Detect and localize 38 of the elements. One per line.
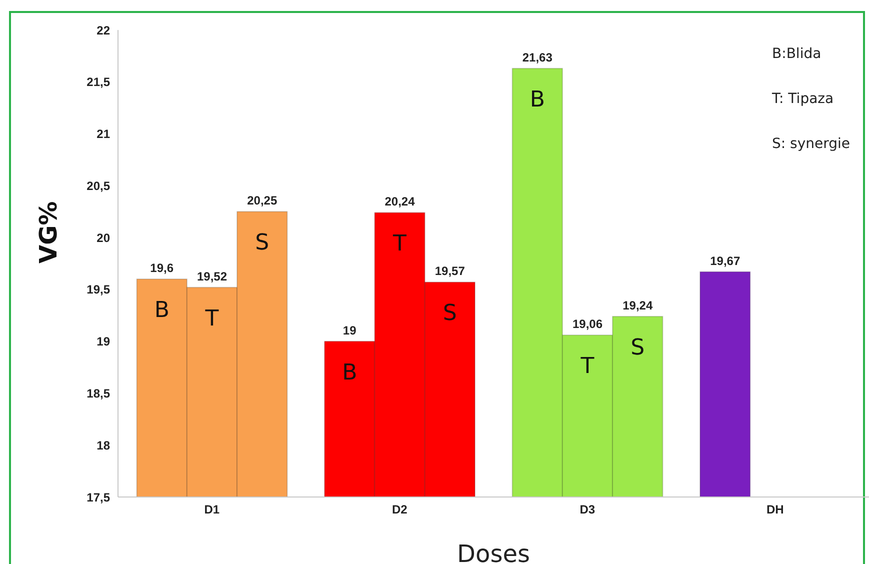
y-tick-label: 22 [96, 23, 110, 38]
series-label: S [255, 230, 270, 256]
annotation: T: Tipaza [772, 91, 834, 107]
data-label: 19,52 [196, 269, 228, 284]
data-label: 19,67 [710, 254, 740, 268]
text: T [580, 354, 594, 380]
data-label: 19,24 [622, 298, 653, 312]
y-tick-label: 18,5 [86, 386, 110, 400]
annotation: S: synergie [772, 136, 850, 152]
text: B [342, 360, 358, 386]
text: T [205, 306, 219, 332]
y-tick-label: 17,5 [86, 490, 110, 504]
text: S [630, 335, 645, 360]
data-label: 20,24 [384, 194, 416, 209]
y-tick-label: 21 [96, 127, 110, 142]
annotation: B:Blida [772, 46, 822, 62]
data-label: 19,57 [434, 264, 466, 278]
data-label: 21,63 [522, 50, 553, 64]
y-tick-label: 21,5 [86, 75, 110, 90]
series-label: T [392, 232, 408, 257]
x-tick-label: DH [766, 502, 784, 517]
text: S [442, 301, 457, 326]
x-axis-title: Doses [457, 540, 530, 564]
y-tick-label: 18 [96, 438, 110, 452]
data-label: 19,6 [150, 261, 174, 276]
y-tick-label: 20 [96, 230, 110, 245]
y-tick-label: 19 [96, 334, 110, 349]
data-label: 19 [342, 323, 357, 338]
series-label: B [154, 298, 170, 324]
data-label: 20,25 [247, 194, 278, 208]
y-tick-label: 20,5 [86, 178, 110, 193]
data-label: 19,06 [572, 317, 603, 332]
x-tick-label: D2 [392, 502, 408, 517]
x-tick-label: D3 [580, 502, 596, 517]
y-axis-title: VG% [34, 201, 63, 264]
text: B [530, 87, 545, 112]
x-tick-label: D1 [204, 502, 220, 517]
y-tick-label: 19,5 [86, 282, 110, 297]
